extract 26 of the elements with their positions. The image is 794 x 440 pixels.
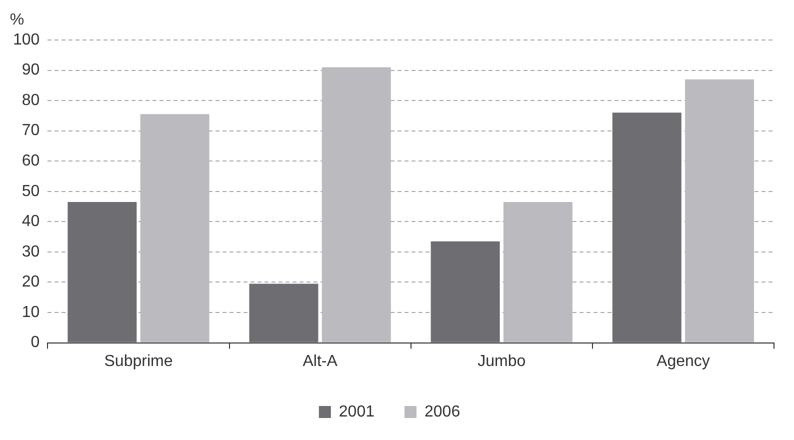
bar (503, 202, 572, 342)
y-tick-label: 30 (22, 243, 40, 260)
y-tick-label: 80 (22, 92, 40, 109)
legend-label: 2006 (424, 403, 460, 420)
y-tick-label: 40 (22, 213, 40, 230)
bar (685, 79, 754, 342)
y-tick-label: 70 (22, 122, 40, 140)
y-tick-label: 90 (22, 62, 40, 79)
y-tick-label: 50 (22, 182, 40, 200)
y-tick-label: 100 (12, 31, 40, 48)
bar (612, 112, 682, 342)
y-axis-title: % (10, 11, 24, 28)
y-tick-label: 0 (30, 334, 40, 352)
bar (140, 114, 210, 342)
x-tick-label: Alt-A (302, 352, 338, 370)
bar (430, 241, 500, 342)
x-tick-label: Subprime (104, 352, 173, 370)
bar (68, 202, 137, 342)
y-tick-label: 20 (22, 274, 40, 291)
bar (249, 284, 318, 342)
x-tick-label: Agency (656, 352, 710, 370)
y-tick-label: 60 (22, 152, 40, 170)
legend-label: 2001 (338, 403, 375, 420)
y-tick-label: 10 (22, 304, 40, 321)
x-tick-label: Jumbo (478, 352, 526, 370)
bar (322, 67, 391, 342)
